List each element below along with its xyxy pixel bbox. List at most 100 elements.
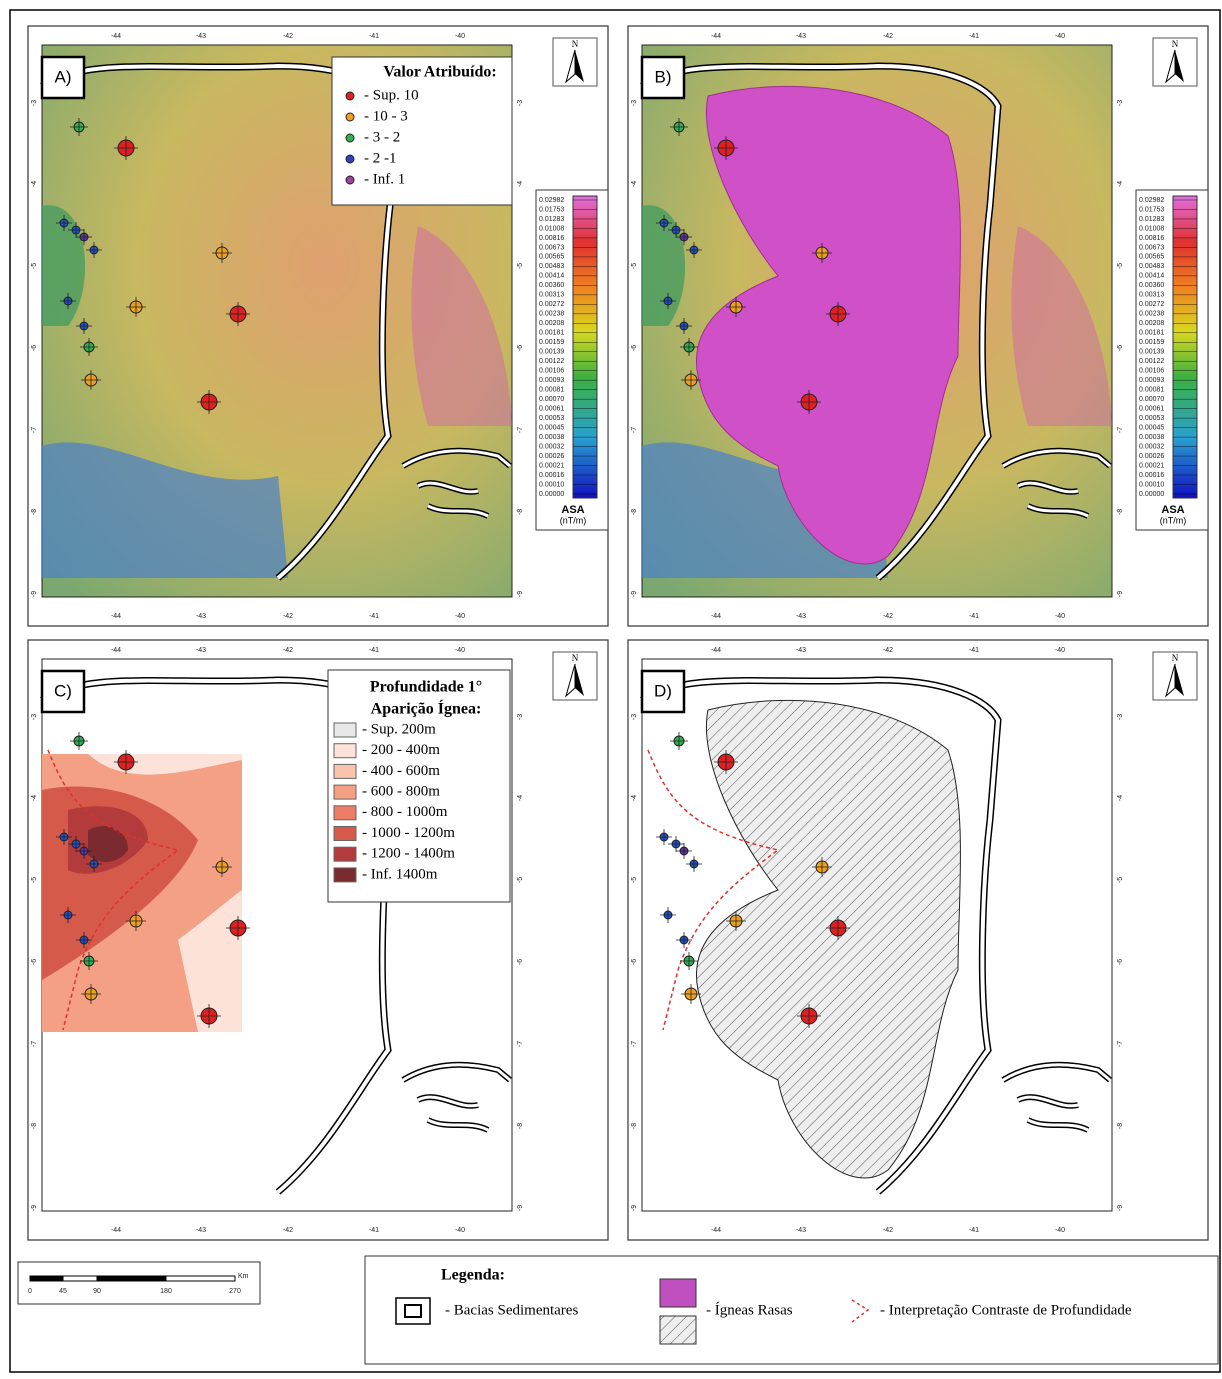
well-cross (56, 829, 72, 845)
latitude-label: -4 (517, 795, 524, 801)
colorbar-unit: (nT/m) (1160, 515, 1187, 525)
legend-marker (345, 112, 355, 122)
legend-item: - Inf. 1400m (362, 866, 438, 882)
depth-interpretation (47, 749, 180, 1031)
longitude-label: -44 (111, 33, 121, 40)
latitude-label: -6 (631, 345, 638, 351)
colorbar-label: 0.01753 (539, 206, 564, 213)
scale-label: 45 (59, 1288, 67, 1295)
north-arrow (575, 50, 584, 82)
longitude-label: -44 (711, 33, 721, 40)
latitude-label: -6 (517, 959, 524, 965)
well-cross (80, 338, 98, 356)
latitude-label: -9 (1117, 1205, 1124, 1211)
colorbar-label: 0.00208 (1139, 320, 1164, 327)
well-cross (714, 750, 738, 774)
panel-label: D) (654, 681, 672, 700)
legend-item: - 1000 - 1200m (362, 825, 455, 841)
colorbar-label: 0.01008 (539, 225, 564, 232)
panel-label-box (40, 55, 86, 100)
scale-segment (165, 1275, 236, 1282)
latitude-label: -5 (1117, 877, 1124, 883)
colorbar-title: ASA (561, 504, 584, 516)
scale-box (17, 1261, 261, 1305)
longitude-label: -40 (1055, 33, 1065, 40)
colorbar-label: 0.00139 (539, 349, 564, 356)
colorbar-label: 0.00081 (1139, 387, 1164, 394)
colorbar-label: 0.02982 (539, 197, 564, 204)
colorbar-label: 0.00061 (1139, 405, 1164, 412)
colorbar-label: 0.00016 (1139, 472, 1164, 479)
well-cross (826, 302, 850, 326)
longitude-label: -44 (711, 1227, 721, 1234)
latitude-label: -9 (31, 591, 38, 597)
longitude-label: -41 (969, 613, 979, 620)
legend-title: Valor Atribuído: (383, 64, 496, 81)
legend-box (364, 1255, 1219, 1365)
well-cross (676, 229, 692, 245)
latitude-label: -8 (1117, 1123, 1124, 1129)
depth-contour (178, 890, 242, 1032)
longitude-label: -43 (196, 613, 206, 620)
legend-swatch (333, 743, 357, 759)
latitude-label: -3 (1117, 100, 1124, 106)
colorbar-label: 0.00313 (539, 292, 564, 299)
longitude-label: -41 (369, 33, 379, 40)
latitude-label: -4 (31, 795, 38, 801)
latitude-label: -8 (31, 509, 38, 515)
longitude-label: -42 (283, 1227, 293, 1234)
legend-marker (345, 175, 355, 185)
latitude-label: -4 (1117, 181, 1124, 187)
legend: Legenda: - Bacias Sedimentares - Ígneas Ra… (364, 1255, 1219, 1365)
colorbar-label: 0.00483 (1139, 263, 1164, 270)
legend-title: Aparição Ígnea: (371, 699, 482, 718)
map-panel: -44 -44 -43 -43 -42 -42 -41 -41 -40 -40 -3 -3 -4 -4 -5… (627, 25, 1209, 627)
latitude-label: -7 (631, 1041, 638, 1047)
well-cross (197, 1004, 221, 1028)
legend-marker (345, 154, 355, 164)
colorbar-label: 0.00414 (1139, 273, 1164, 280)
latitude-label: -3 (517, 100, 524, 106)
longitude-label: -43 (796, 1227, 806, 1234)
map-panel: -44 -44 -43 -43 -42 -42 -41 -41 -40 -40 -3 -3 -4 -4 -5… (27, 639, 609, 1241)
well-cross (660, 907, 676, 923)
colorbar-label: 0.00272 (539, 301, 564, 308)
well-cross (76, 318, 92, 334)
well-cross (656, 829, 672, 845)
colorbar-label: 0.00070 (539, 396, 564, 403)
latitude-label: -4 (1117, 795, 1124, 801)
latitude-label: -7 (1117, 1041, 1124, 1047)
well-cross (68, 836, 84, 852)
high-anomaly (411, 226, 512, 426)
longitude-label: -43 (196, 1227, 206, 1234)
legend-marker (345, 133, 355, 143)
latitude-label: -9 (1117, 591, 1124, 597)
latitude-label: -9 (517, 1205, 524, 1211)
north-arrow (575, 664, 584, 696)
scale-segment (62, 1275, 98, 1282)
legend-item: - Ígneas Rasas (706, 1301, 793, 1318)
well-cross (68, 222, 84, 238)
colorbar-label: 0.00483 (539, 263, 564, 270)
longitude-label: -40 (1055, 1227, 1065, 1234)
legend-item: - Bacias Sedimentares (445, 1302, 578, 1318)
longitude-label: -40 (1055, 647, 1065, 654)
colorbar-label: 0.00026 (539, 453, 564, 460)
longitude-label: -43 (796, 613, 806, 620)
latitude-label: -3 (31, 100, 38, 106)
well-cross (686, 242, 702, 258)
well-cross (76, 843, 92, 859)
well-cross (676, 318, 692, 334)
well-cross (681, 984, 701, 1004)
colorbar-label: 0.00565 (539, 254, 564, 261)
legend-item: - 2 -1 (364, 150, 397, 166)
shallow-igneous (696, 699, 961, 1179)
high-anomaly (1011, 226, 1112, 426)
legend-box (331, 56, 513, 206)
map-panel: -44 -44 -43 -43 -42 -42 -41 -41 -40 -40 -3 -3 -4 -4 -5… (27, 25, 609, 627)
panel-label-box (40, 669, 86, 714)
colorbar-label: 0.00106 (1139, 368, 1164, 375)
panel-label-box (640, 669, 686, 714)
longitude-label: -40 (455, 647, 465, 654)
